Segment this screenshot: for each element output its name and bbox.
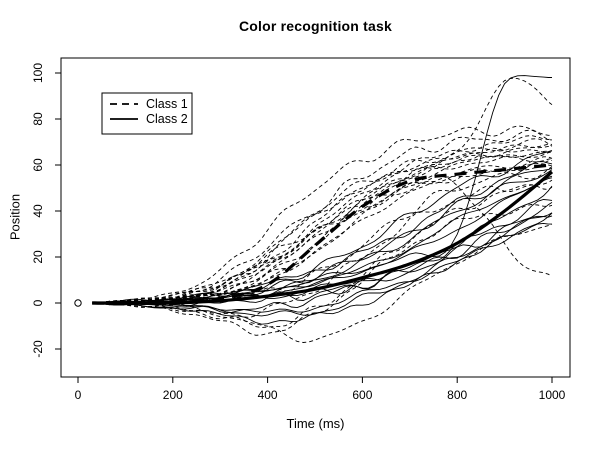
- x-axis-label: Time (ms): [286, 416, 345, 431]
- class1-trajectory-20: [92, 125, 553, 304]
- class1-trajectory-17: [92, 144, 553, 305]
- class1-trajectory-9: [92, 135, 553, 304]
- curves-layer: [92, 75, 554, 343]
- y-tick-label-20: 20: [31, 250, 45, 264]
- chart-title: Color recognition task: [239, 18, 392, 34]
- class1-trajectory-15: [92, 184, 553, 328]
- class2-trajectory-4: [92, 167, 553, 305]
- class2-mean-curve: [92, 170, 554, 305]
- x-tick-label-800: 800: [447, 388, 467, 402]
- y-tick-label-40: 40: [31, 204, 45, 218]
- class2-trajectory-12: [92, 215, 553, 306]
- legend-item-label: Class 1: [146, 97, 188, 111]
- y-tick-label-60: 60: [31, 158, 45, 172]
- legend-box: [101, 92, 193, 135]
- plot-box: [60, 57, 571, 378]
- class2-trajectory-14: [92, 212, 553, 317]
- x-tick-label-400: 400: [258, 388, 278, 402]
- y-tick-label-0: 0: [31, 299, 45, 306]
- class1-trajectory-2: [92, 155, 553, 304]
- class1-trajectory-16: [92, 175, 553, 304]
- class1-trajectory-11: [92, 159, 553, 304]
- legend-item-label: Class 2: [146, 112, 188, 126]
- class1-trajectory-3: [92, 179, 553, 318]
- class2-trajectory-9: [92, 222, 552, 325]
- y-tick-label-80: 80: [31, 112, 45, 126]
- x-tick-label-1000: 1000: [539, 388, 566, 402]
- y-tick-label-100: 100: [31, 63, 45, 83]
- x-tick-label-600: 600: [352, 388, 372, 402]
- class1-trajectory-10: [92, 223, 553, 343]
- class2-trajectory-3: [92, 199, 553, 314]
- x-tick-label-200: 200: [163, 388, 183, 402]
- y-tick-label--20: -20: [31, 340, 45, 358]
- origin-marker: [74, 299, 82, 307]
- x-tick-label-0: 0: [75, 388, 82, 402]
- class1-trajectory-12: [92, 129, 553, 305]
- class1-mean-curve: [92, 163, 553, 305]
- class1-trajectory-14: [92, 143, 553, 305]
